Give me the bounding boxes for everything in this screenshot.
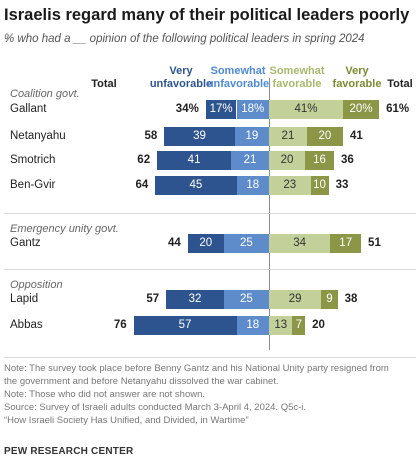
- row-label: Netanyahu: [10, 130, 66, 142]
- bar-somewhat-favorable: 29: [269, 290, 322, 309]
- bar-very-favorable: 20: [306, 127, 343, 146]
- header-total-unfavorable: Total: [91, 78, 117, 90]
- bar-very-favorable: 7: [292, 316, 306, 335]
- group-separator: [4, 213, 416, 214]
- bar-very-unfavorable: 20: [187, 234, 224, 253]
- header-total-favorable: Total: [387, 78, 413, 90]
- chart-subtitle: % who had a __ opinion of the following …: [4, 33, 365, 45]
- bar-very-unfavorable: 39: [164, 127, 235, 146]
- total-unfavorable-label: 44: [167, 237, 181, 249]
- bar-somewhat-favorable: 20: [269, 151, 306, 170]
- group-label: Coalition govt.: [10, 88, 80, 100]
- total-favorable-label: 33: [335, 179, 349, 191]
- bar-very-unfavorable: 57: [133, 316, 237, 335]
- total-favorable-label: 36: [340, 154, 354, 166]
- group-label: Emergency unity govt.: [10, 223, 119, 235]
- total-favorable-label: 61%: [386, 103, 410, 115]
- bar-somewhat-favorable: 41%: [269, 100, 343, 119]
- total-unfavorable-label: 64: [135, 179, 149, 191]
- total-unfavorable-label: 76: [113, 319, 127, 331]
- bar-somewhat-unfavorable: 18: [236, 176, 269, 195]
- bar-somewhat-favorable: 21: [269, 127, 307, 146]
- total-unfavorable-label: 34%: [175, 103, 199, 115]
- bar-very-favorable: 17: [330, 234, 362, 253]
- row-label: Ben-Gvir: [10, 179, 56, 191]
- bar-somewhat-unfavorable: 18%: [236, 100, 269, 119]
- chart-title: Israelis regard many of their political …: [4, 6, 410, 24]
- bar-somewhat-unfavorable: 19: [234, 127, 269, 146]
- row-label: Smotrich: [10, 154, 56, 166]
- bar-somewhat-favorable: 34: [269, 234, 331, 253]
- source-note: Source: Survey of Israeli adults conduct…: [4, 402, 307, 413]
- bar-somewhat-favorable: 23: [269, 176, 311, 195]
- note-line: Note: Those who did not answer are not s…: [4, 389, 206, 400]
- row-label: Abbas: [10, 319, 43, 331]
- header-very-unfavorable: Very unfavorable: [149, 65, 213, 90]
- header-very-favorable: Very favorable: [332, 65, 382, 90]
- row-label: Gallant: [10, 103, 47, 115]
- group-label: Opposition: [10, 279, 63, 291]
- bar-very-unfavorable: 45: [155, 176, 237, 195]
- bar-very-unfavorable: 17%: [205, 100, 237, 119]
- source-logo-text: PEW RESEARCH CENTER: [4, 446, 134, 457]
- report-title-note: “How Israeli Society Has Unified, and Di…: [4, 415, 249, 426]
- note-line: Note: The survey took place before Benny…: [4, 363, 389, 374]
- bar-somewhat-unfavorable: 25: [223, 234, 269, 253]
- bar-very-unfavorable: 32: [166, 290, 224, 309]
- total-favorable-label: 20: [312, 319, 325, 331]
- total-unfavorable-label: 58: [144, 130, 158, 142]
- bar-very-favorable: 9: [321, 290, 338, 309]
- bar-very-favorable: 10: [310, 176, 329, 195]
- total-favorable-label: 38: [344, 293, 358, 305]
- total-unfavorable-label: 57: [146, 293, 160, 305]
- bar-very-favorable: 16: [305, 151, 334, 170]
- note-line: the government and before Netanyahu diss…: [4, 376, 279, 387]
- notes-separator: [4, 357, 416, 358]
- bar-somewhat-unfavorable: 25: [223, 290, 269, 309]
- total-unfavorable-label: 62: [137, 154, 151, 166]
- row-label: Gantz: [10, 237, 41, 249]
- total-favorable-label: 51: [368, 237, 381, 249]
- header-somewhat-unfavorable: Somewhat unfavorable: [206, 65, 270, 90]
- bar-somewhat-unfavorable: 18: [236, 316, 269, 335]
- bar-somewhat-unfavorable: 21: [231, 151, 269, 170]
- center-axis-line: [269, 78, 270, 350]
- row-label: Lapid: [10, 293, 39, 305]
- header-somewhat-favorable: Somewhat favorable: [269, 65, 325, 90]
- bar-very-unfavorable: 41: [157, 151, 232, 170]
- total-favorable-label: 41: [350, 130, 363, 142]
- group-separator: [4, 269, 416, 270]
- bar-somewhat-favorable: 13: [269, 316, 293, 335]
- bar-very-favorable: 20%: [343, 100, 380, 119]
